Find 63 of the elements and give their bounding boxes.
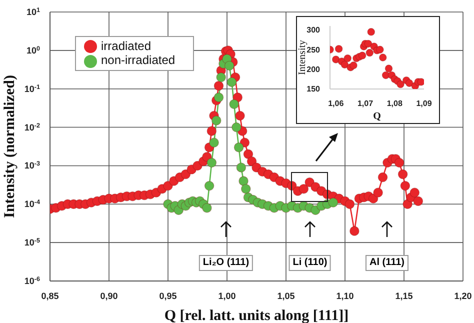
legend-label: irradiated [101, 39, 152, 53]
x-tick-label: 1,06 [328, 99, 344, 108]
point [358, 52, 366, 60]
x-tick-label: 0,90 [100, 291, 118, 301]
point [232, 122, 242, 132]
point [229, 99, 239, 110]
point [224, 60, 234, 71]
point [238, 176, 248, 186]
x-tick-label: 1,08 [386, 99, 403, 108]
legend-label: non-irradiated [101, 53, 176, 68]
x-tick-label: 0,95 [159, 291, 177, 301]
point [378, 54, 387, 62]
annotation: Al (111) [365, 255, 409, 271]
point [211, 116, 222, 126]
x-tick-label: 0,85 [41, 291, 59, 301]
point [206, 158, 217, 168]
point [366, 48, 374, 57]
y-tick-label: 10$^{-5}$ [24, 237, 40, 248]
point [226, 77, 237, 87]
point [364, 40, 372, 48]
point [332, 56, 340, 64]
annotation: Li (110) [288, 255, 332, 271]
point [202, 202, 212, 213]
x-tick-label: 1,20 [454, 291, 472, 301]
y-tick-label: 250 [306, 45, 321, 54]
point [384, 64, 393, 72]
point [376, 46, 384, 54]
point [240, 184, 251, 194]
x-tick-label: 1,00 [218, 291, 236, 301]
x-tick-label: 1,09 [416, 99, 432, 108]
point [328, 198, 338, 208]
y-tick-label: 10$^{-4}$ [24, 198, 40, 210]
y-axis-title: Intensity [297, 40, 308, 75]
x-tick-label: 1,05 [277, 291, 295, 301]
y-tick-label: 10$^{-1}$ [24, 83, 40, 94]
y-tick-label: 10$^{-3}$ [24, 160, 40, 171]
point [396, 80, 404, 88]
y-tick-label: 150 [306, 84, 321, 94]
point [350, 61, 358, 70]
y-tick-label: 10$^{-6}$ [24, 276, 40, 286]
x-tick-label: 1,07 [357, 99, 374, 108]
point [204, 180, 214, 191]
point [405, 79, 414, 87]
point [367, 28, 376, 36]
point [417, 78, 424, 86]
x-tick-label: 1,10 [336, 291, 354, 301]
point [216, 72, 226, 82]
point [236, 162, 246, 172]
x-tick-label: 1,15 [395, 291, 413, 301]
point [234, 142, 244, 152]
point [214, 92, 224, 102]
point [334, 44, 343, 53]
point [209, 138, 219, 148]
y-tick-label: 10$^{0}$ [26, 44, 40, 56]
y-tick-label: 300 [306, 26, 321, 35]
point [344, 54, 352, 62]
x-axis-title: Q [rel. latt. units along [111]] [164, 308, 349, 323]
x-axis-title: Q [373, 111, 382, 122]
y-tick-label: 200 [306, 64, 321, 74]
y-tick-label: 10$^{-2}$ [24, 122, 40, 132]
annotation: Li₂O (111) [198, 255, 254, 271]
y-tick-label: 10$^{1}$ [26, 6, 40, 17]
y-axis-title: Intensity (normalized) [2, 75, 18, 218]
